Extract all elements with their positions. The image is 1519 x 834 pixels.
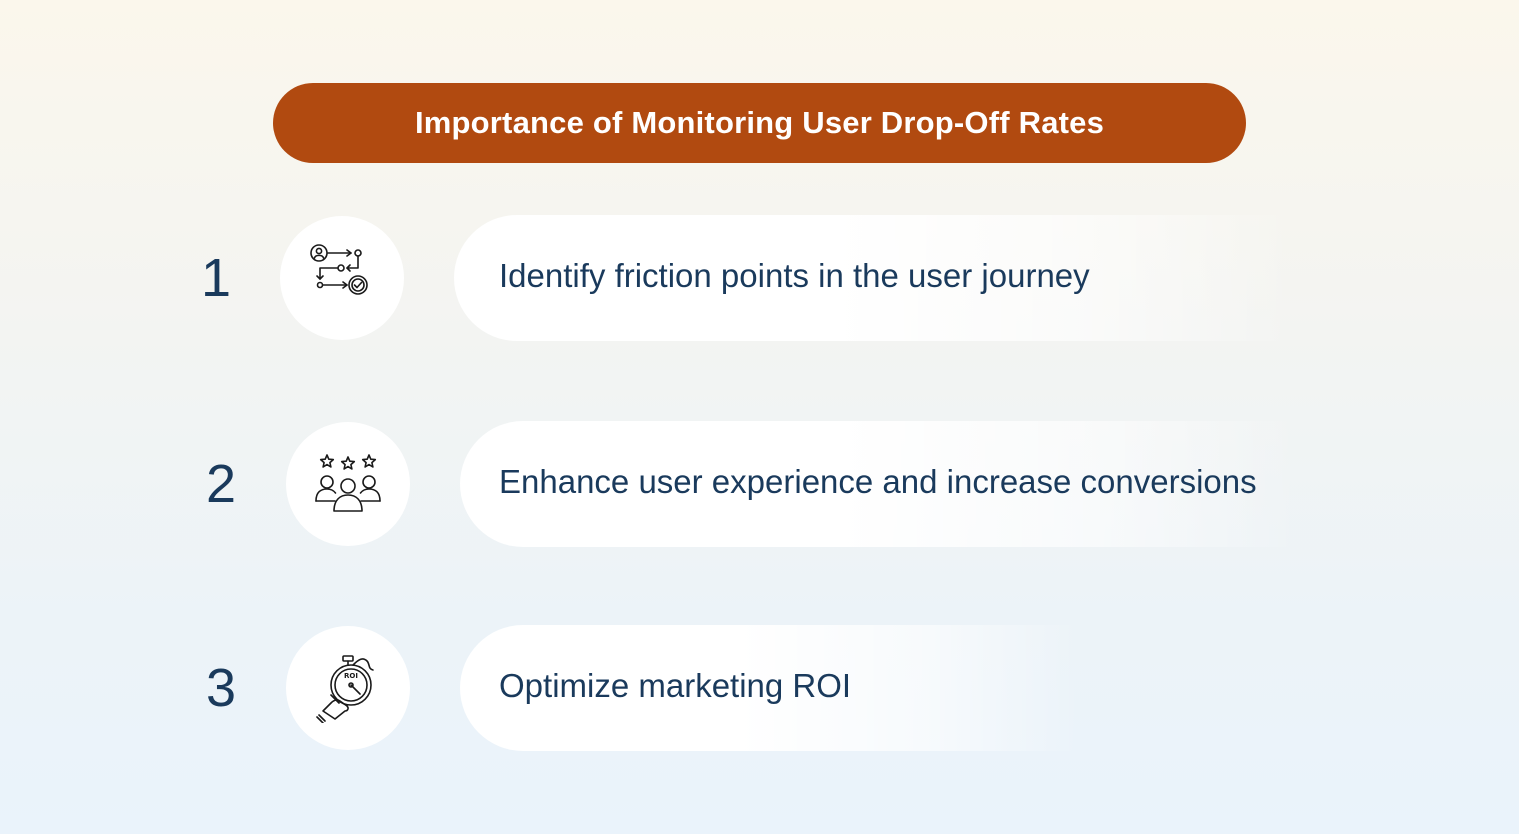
item-card <box>454 215 1294 341</box>
list-item: 3 ROI Optimize marketing ROI <box>0 625 1519 751</box>
list-item: 2 Enhance user experience and increase c… <box>0 421 1519 547</box>
item-card <box>460 625 1080 751</box>
user-journey-icon <box>310 244 368 295</box>
item-text: Identify friction points in the user jou… <box>499 257 1090 294</box>
item-number: 1 <box>200 248 232 308</box>
icon-badge: ROI <box>286 626 410 750</box>
icon-badge <box>286 422 410 546</box>
title-banner: Importance of Monitoring User Drop-Off R… <box>273 83 1246 163</box>
item-card <box>460 421 1300 547</box>
page-title: Importance of Monitoring User Drop-Off R… <box>414 105 1105 140</box>
item-number: 3 <box>205 658 237 718</box>
roi-stopwatch-icon: ROI <box>316 655 374 723</box>
icon-label: ROI <box>344 672 358 680</box>
item-text: Optimize marketing ROI <box>499 667 852 704</box>
item-number: 2 <box>205 454 237 514</box>
item-text: Enhance user experience and increase con… <box>499 463 1257 500</box>
list-item: 1 Identify friction points in the user j… <box>0 215 1519 341</box>
icon-badge <box>280 216 404 340</box>
user-rating-stars-icon <box>315 454 381 512</box>
